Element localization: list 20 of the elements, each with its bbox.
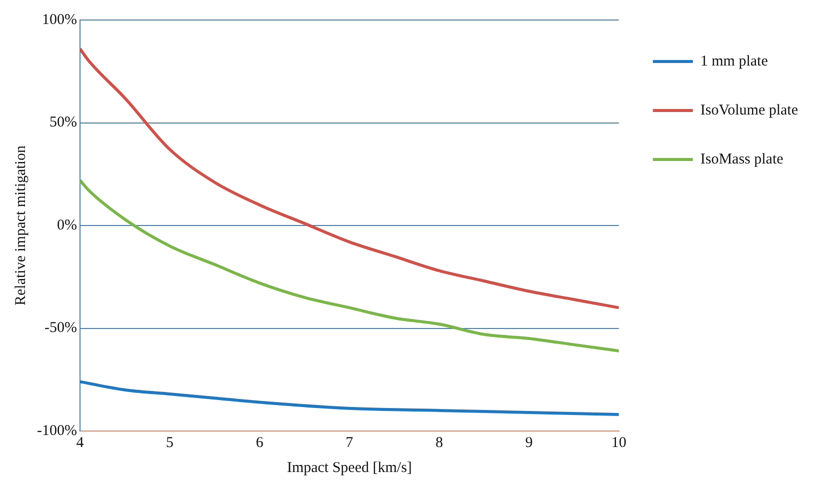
y-tick-label: -100% — [36, 422, 77, 439]
y-tick-label: -50% — [44, 320, 77, 336]
line-series — [80, 178, 619, 352]
y-axis-title: Relative impact mitigation — [12, 145, 29, 306]
legend-label: IsoVolume plate — [700, 102, 798, 118]
line-series — [80, 380, 619, 416]
y-tick-label: 50% — [49, 114, 77, 131]
x-tick-label: 6 — [256, 434, 264, 451]
x-tick-label: 8 — [435, 434, 443, 451]
x-tick-label: 10 — [611, 434, 626, 451]
x-tick-label: 5 — [166, 434, 174, 451]
y-tick-label: 100% — [42, 12, 77, 28]
legend-label: 1 mm plate — [700, 53, 768, 70]
line-series — [80, 47, 619, 310]
legend-label: IsoMass plate — [700, 151, 784, 168]
y-tick-label: 0% — [56, 217, 77, 234]
x-tick-label: 9 — [525, 434, 533, 451]
x-axis-title: Impact Speed [km/s] — [286, 460, 412, 476]
x-tick-label: 4 — [76, 434, 84, 451]
x-tick-label: 7 — [346, 434, 354, 451]
